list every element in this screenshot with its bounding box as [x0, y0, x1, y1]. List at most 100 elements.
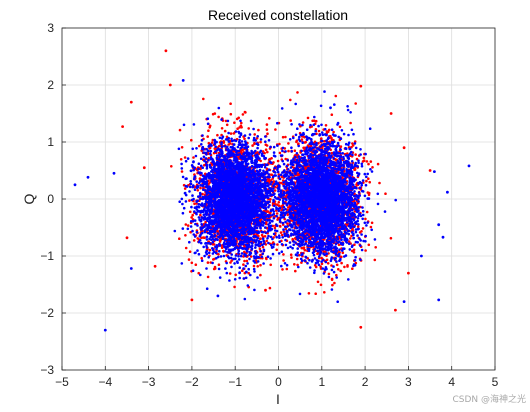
data-point — [230, 265, 233, 269]
data-point — [369, 160, 373, 163]
outlier-point — [168, 83, 172, 87]
data-point — [211, 240, 215, 244]
data-point — [234, 257, 237, 261]
data-point — [335, 263, 339, 267]
data-point — [228, 272, 232, 275]
data-point — [190, 216, 193, 219]
data-point — [236, 127, 239, 130]
data-point — [261, 252, 265, 255]
data-point — [276, 144, 279, 147]
data-point — [229, 261, 232, 264]
data-point — [195, 200, 198, 203]
data-point — [365, 179, 368, 183]
data-point — [243, 110, 247, 114]
data-point — [260, 255, 264, 259]
data-point — [285, 267, 289, 271]
data-point — [259, 227, 262, 230]
data-point — [276, 168, 279, 171]
data-point — [349, 237, 352, 240]
data-point — [370, 221, 374, 225]
data-point — [280, 233, 284, 237]
data-point — [259, 140, 262, 144]
data-point — [208, 152, 212, 156]
data-point — [223, 144, 227, 148]
data-point — [189, 220, 193, 223]
data-point — [278, 224, 282, 228]
data-point — [358, 231, 362, 234]
data-point — [188, 199, 191, 202]
data-point — [245, 259, 249, 263]
data-point — [225, 261, 228, 265]
data-point — [204, 157, 208, 160]
data-point — [284, 220, 287, 224]
data-point — [323, 291, 326, 294]
outlier-point — [125, 236, 129, 240]
data-point — [273, 226, 277, 230]
data-point — [199, 273, 202, 277]
data-point — [367, 191, 371, 195]
data-point — [330, 113, 334, 116]
data-point — [235, 117, 239, 121]
data-point — [202, 151, 205, 154]
data-point — [259, 263, 262, 267]
data-point — [180, 197, 184, 201]
data-point — [203, 236, 206, 239]
data-point — [346, 264, 349, 267]
data-point — [195, 147, 198, 150]
data-point — [362, 156, 366, 160]
data-point — [258, 247, 262, 251]
data-point — [180, 146, 184, 149]
data-point — [191, 213, 194, 217]
data-point — [234, 254, 238, 257]
data-point — [230, 259, 233, 262]
data-point — [180, 170, 184, 173]
data-point — [222, 254, 226, 258]
data-point — [263, 235, 267, 238]
data-point — [275, 212, 279, 215]
data-point — [199, 167, 202, 171]
data-point — [188, 210, 192, 214]
data-point — [264, 140, 267, 143]
data-point — [332, 130, 335, 134]
outlier-point — [190, 298, 194, 302]
data-point — [233, 278, 237, 281]
data-point — [337, 268, 340, 271]
outlier-point — [164, 49, 168, 53]
data-point — [211, 261, 214, 265]
data-point — [255, 137, 259, 140]
data-point — [389, 236, 393, 240]
data-point — [340, 261, 343, 265]
data-point — [351, 144, 355, 147]
data-point — [178, 237, 181, 240]
data-point — [264, 135, 267, 138]
data-point — [200, 138, 204, 142]
data-point — [330, 277, 334, 281]
data-point — [306, 116, 310, 120]
data-point — [269, 145, 272, 149]
data-point — [218, 136, 222, 140]
data-point — [259, 138, 263, 141]
data-point — [272, 145, 276, 149]
data-point — [341, 251, 345, 255]
data-point — [343, 265, 346, 269]
data-point — [273, 189, 277, 192]
data-point — [327, 128, 331, 132]
data-point — [242, 143, 246, 147]
data-point — [364, 249, 367, 252]
data-point — [183, 156, 187, 159]
data-point — [243, 137, 246, 141]
data-point — [230, 137, 233, 141]
data-point — [240, 126, 243, 129]
data-point — [197, 240, 201, 244]
data-point — [178, 200, 181, 203]
data-point — [229, 102, 232, 105]
data-point — [184, 200, 188, 203]
data-point — [186, 224, 190, 227]
data-point — [253, 133, 256, 136]
data-point — [314, 292, 318, 296]
data-point — [234, 273, 237, 277]
data-point — [256, 260, 260, 263]
data-point — [367, 243, 371, 247]
data-point — [199, 186, 202, 190]
data-point — [265, 123, 269, 126]
